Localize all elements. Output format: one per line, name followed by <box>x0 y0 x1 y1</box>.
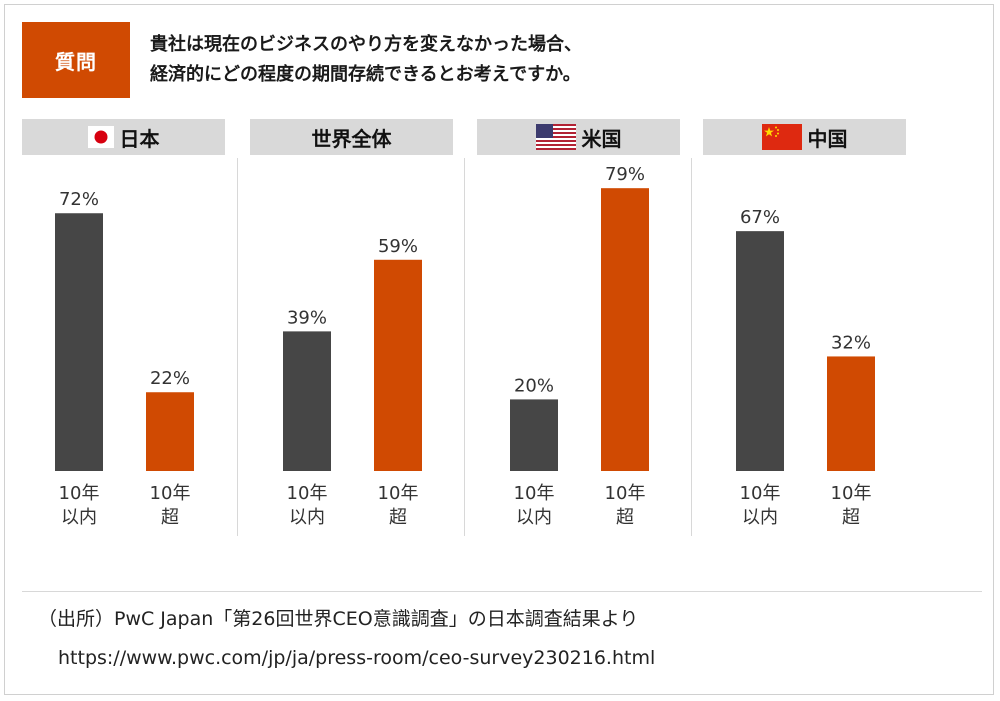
divider <box>237 158 238 536</box>
bar <box>55 213 103 472</box>
category-label: 10年 <box>378 483 419 504</box>
divider <box>691 158 692 536</box>
data-label: 72% <box>59 189 99 210</box>
china-flag-icon <box>761 124 802 150</box>
data-label: 20% <box>514 375 554 396</box>
usa-flag-icon <box>535 124 576 150</box>
question-line-2: 経済的にどの程度の期間存続できるとお考えですか。 <box>150 64 581 85</box>
group-header-japan: 日本 <box>22 119 225 155</box>
question-badge-label: 質問 <box>55 49 97 74</box>
question-badge: 質問 <box>22 22 130 98</box>
group-header-world: 世界全体 <box>250 119 453 155</box>
japan-flag-icon <box>87 126 114 148</box>
divider <box>464 158 465 536</box>
data-label: 32% <box>831 332 871 353</box>
image-frame <box>4 4 994 695</box>
divider <box>22 591 982 592</box>
bar <box>374 259 422 471</box>
bar <box>601 188 649 471</box>
bar <box>736 231 784 471</box>
bar <box>283 331 331 471</box>
group-label-china: 中国 <box>807 126 848 151</box>
category-label: 10年 <box>514 483 555 504</box>
source-url[interactable]: https://www.pwc.com/jp/ja/press-room/ceo… <box>58 647 656 669</box>
category-label: 以内 <box>742 507 778 528</box>
category-label: 超 <box>389 507 407 528</box>
bar <box>827 356 875 471</box>
data-label: 67% <box>740 207 780 228</box>
category-label: 10年 <box>831 483 872 504</box>
group-label-usa: 米国 <box>581 126 622 151</box>
category-label: 以内 <box>61 507 97 528</box>
group-header-usa: 米国 <box>477 119 680 155</box>
data-label: 22% <box>150 368 190 389</box>
question-text: 貴社は現在のビジネスのやり方を変えなかった場合、 経済的にどの程度の期間存続でき… <box>150 30 970 90</box>
category-label: 10年 <box>287 483 328 504</box>
data-label: 39% <box>287 307 327 328</box>
bar <box>510 399 558 471</box>
data-label: 59% <box>378 236 418 257</box>
question-line-1: 貴社は現在のビジネスのやり方を変えなかった場合、 <box>150 34 582 55</box>
category-label: 超 <box>161 507 179 528</box>
category-label: 超 <box>616 507 634 528</box>
group-label-japan: 日本 <box>119 126 160 151</box>
category-label: 10年 <box>740 483 781 504</box>
category-label: 10年 <box>150 483 191 504</box>
category-label: 以内 <box>289 507 325 528</box>
category-label: 10年 <box>605 483 646 504</box>
bar <box>146 392 194 471</box>
category-label: 10年 <box>59 483 100 504</box>
data-label: 79% <box>605 164 645 185</box>
category-label: 以内 <box>516 507 552 528</box>
group-label-world: 世界全体 <box>311 126 392 151</box>
category-label: 超 <box>842 507 860 528</box>
source-citation: （出所）PwC Japan「第26回世界CEO意識調査」の日本調査結果より <box>38 608 639 630</box>
group-header-china: 中国 <box>703 119 906 155</box>
